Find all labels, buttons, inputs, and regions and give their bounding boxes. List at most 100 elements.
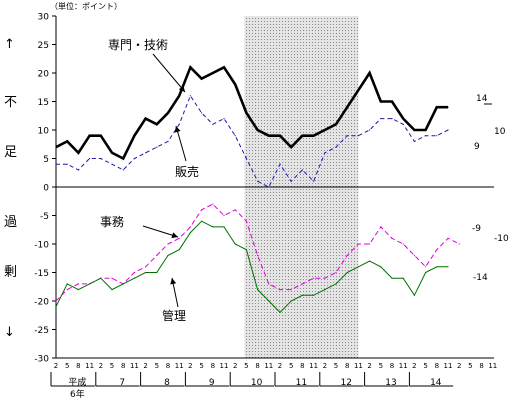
x-tick-label: 5 xyxy=(155,362,159,370)
y-tick-label: 5 xyxy=(43,155,49,165)
data-point xyxy=(257,180,259,182)
data-point xyxy=(458,243,460,245)
data-point xyxy=(313,135,315,137)
data-point xyxy=(55,300,57,302)
data-point xyxy=(268,186,270,188)
data-point xyxy=(301,169,303,171)
data-point xyxy=(425,266,427,268)
data-point xyxy=(301,283,303,285)
x-tick-label: 11 xyxy=(354,362,363,370)
y-tick-label: -10 xyxy=(34,241,49,251)
x-tick-label: 11 xyxy=(399,362,408,370)
data-point xyxy=(111,163,113,165)
data-point xyxy=(201,78,203,80)
data-point xyxy=(257,254,259,256)
y-tick-label: -20 xyxy=(34,298,49,308)
pointer-line xyxy=(175,125,187,162)
arrow-head-icon xyxy=(178,85,185,92)
data-point xyxy=(111,277,113,279)
data-point xyxy=(279,135,281,137)
data-point xyxy=(122,169,124,171)
end-label: 14 xyxy=(476,94,488,104)
x-tick-label: 8 xyxy=(76,362,80,370)
data-point xyxy=(156,271,158,274)
data-point xyxy=(156,123,158,125)
data-point xyxy=(391,118,393,120)
x-tick-label: 11 xyxy=(488,362,497,370)
x-tick-label: 8 xyxy=(121,362,125,370)
x-tick-label: 8 xyxy=(300,362,304,370)
data-point xyxy=(77,152,79,154)
data-point xyxy=(234,243,236,245)
data-point xyxy=(245,220,247,222)
data-point xyxy=(413,254,415,256)
data-point xyxy=(133,277,135,279)
year-label: 平成 xyxy=(68,376,86,388)
data-point xyxy=(324,289,326,291)
data-point xyxy=(212,123,214,125)
end-label: -14 xyxy=(473,273,488,283)
arrow-head-icon xyxy=(174,126,181,133)
x-tick-label: 8 xyxy=(435,362,439,370)
data-point xyxy=(234,209,236,211)
data-point xyxy=(413,129,415,131)
x-tick-label: 5 xyxy=(379,362,383,370)
data-point xyxy=(66,163,68,165)
series-name-sales: 販売 xyxy=(175,164,199,179)
year-label: 11 xyxy=(296,378,307,388)
data-point xyxy=(178,237,180,239)
data-point xyxy=(55,146,57,148)
data-point xyxy=(447,266,449,268)
data-point xyxy=(167,112,169,114)
data-point xyxy=(391,100,393,103)
data-point xyxy=(189,66,191,68)
data-point xyxy=(66,283,68,285)
data-point xyxy=(324,152,326,154)
data-point xyxy=(425,271,427,274)
data-point xyxy=(212,203,214,205)
data-point xyxy=(234,83,236,85)
x-tick-label: 5 xyxy=(244,362,248,370)
data-point xyxy=(167,243,169,245)
data-point xyxy=(346,254,348,256)
x-tick-label: 11 xyxy=(175,362,184,370)
data-point xyxy=(245,157,247,160)
end-label: -10 xyxy=(494,234,509,244)
x-tick-label: 2 xyxy=(233,362,237,370)
x-tick-label: 5 xyxy=(334,362,338,370)
data-point xyxy=(301,294,303,296)
data-point xyxy=(324,129,326,131)
series-line-2 xyxy=(56,94,449,188)
data-point xyxy=(212,226,214,228)
year-label-sub: 6年 xyxy=(70,388,85,400)
data-point xyxy=(313,294,315,296)
data-point xyxy=(122,157,124,160)
data-point xyxy=(201,209,203,211)
data-point xyxy=(290,289,292,291)
data-point xyxy=(145,266,147,268)
year-label: 12 xyxy=(340,378,351,388)
data-point xyxy=(212,72,214,74)
data-point xyxy=(156,146,158,148)
arrow-head-icon xyxy=(171,232,178,239)
year-label: 10 xyxy=(251,378,263,388)
data-point xyxy=(425,135,427,137)
data-point xyxy=(380,226,382,228)
data-point xyxy=(313,277,315,279)
x-tick-label: 5 xyxy=(199,362,203,370)
data-point xyxy=(89,135,91,137)
data-point xyxy=(447,106,449,108)
data-point xyxy=(335,271,337,274)
surplus-label-1: 過 xyxy=(4,215,18,230)
data-point xyxy=(178,123,180,125)
data-point xyxy=(245,249,247,251)
data-point xyxy=(257,289,259,291)
data-point xyxy=(436,249,438,251)
end-label: 10 xyxy=(494,127,506,137)
data-point xyxy=(380,100,382,103)
y-tick-label: 10 xyxy=(38,127,50,137)
y-tick-label: 25 xyxy=(38,41,49,51)
data-point xyxy=(66,289,68,291)
shortage-label-2: 足 xyxy=(4,145,18,160)
y-tick-label: -25 xyxy=(34,326,49,336)
